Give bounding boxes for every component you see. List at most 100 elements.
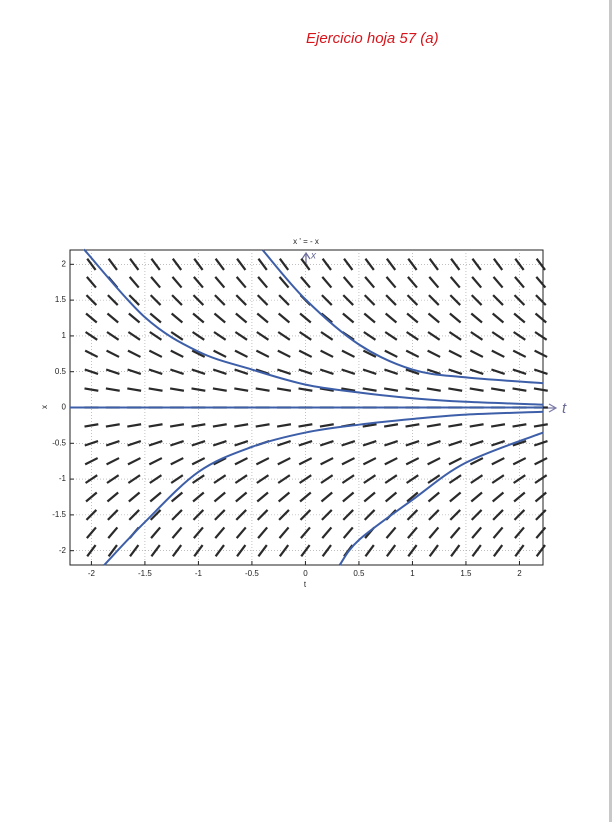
slope-segment [341, 368, 356, 375]
slope-segment [427, 331, 441, 341]
slope-segment [214, 294, 226, 306]
slope-segment [513, 509, 526, 521]
slope-segment [427, 349, 441, 358]
slope-segment [428, 258, 439, 271]
slope-segment [169, 387, 185, 392]
slope-segment [127, 423, 142, 428]
slope-segment [534, 474, 548, 484]
slope-segment [362, 423, 377, 428]
slope-segment [405, 423, 420, 428]
slope-segment [192, 491, 205, 503]
slope-segment [471, 276, 483, 289]
slope-segment [341, 349, 355, 358]
slope-segment [450, 258, 461, 271]
slope-segment [256, 509, 269, 521]
slope-segment [214, 526, 226, 539]
slope-segment [490, 387, 506, 392]
slope-segment [255, 423, 270, 428]
slope-segment [491, 457, 505, 466]
slope-segment [235, 276, 247, 289]
slope-segment [278, 294, 290, 306]
slope-segment [298, 349, 313, 358]
slope-segment [384, 457, 398, 466]
slope-segment [257, 276, 269, 289]
slope-segment [277, 368, 292, 375]
solution-curve [338, 431, 544, 566]
slope-segment [192, 509, 205, 521]
slope-segment [191, 349, 206, 358]
slope-segment [212, 368, 227, 375]
slope-segment [534, 457, 548, 466]
slope-segment [534, 491, 547, 503]
slope-segment [321, 294, 333, 306]
slope-segment [362, 387, 377, 392]
slope-segment [148, 423, 163, 428]
slope-segment [321, 526, 333, 539]
slope-segment [491, 349, 505, 358]
page-edge [609, 0, 612, 822]
slope-segment [319, 387, 334, 392]
slope-segment [193, 258, 204, 271]
slope-segment [191, 474, 205, 484]
x-annotation: x [310, 251, 317, 262]
slope-segment [256, 331, 270, 341]
slope-segment [406, 509, 419, 521]
slope-segment [469, 368, 484, 375]
slope-segment [363, 509, 376, 521]
slope-segment [105, 440, 120, 447]
slope-segment [300, 544, 311, 557]
slope-segment [471, 258, 482, 271]
slope-segment [343, 258, 354, 271]
slope-segment [235, 294, 247, 306]
slope-segment [106, 349, 120, 358]
slope-segment [320, 474, 334, 484]
slope-segment [234, 474, 248, 484]
slope-segment [86, 276, 97, 289]
slope-segment [278, 258, 290, 271]
slope-segment [86, 258, 97, 271]
slope-segment [84, 474, 98, 484]
slope-segment [384, 491, 398, 503]
slope-segment [492, 544, 504, 557]
slope-segment [492, 258, 504, 271]
slope-segment [150, 258, 161, 271]
slope-segment [127, 368, 142, 375]
slope-segment [319, 423, 334, 428]
slope-segment [213, 457, 227, 466]
slope-segment [513, 312, 526, 324]
slope-segment [385, 258, 397, 271]
slope-segment [469, 440, 484, 447]
slope-segment [448, 349, 462, 358]
slope-segment [277, 349, 291, 358]
slope-segment [407, 258, 418, 271]
slope-segment [170, 368, 185, 375]
slope-segment [170, 312, 184, 324]
slope-segment [128, 509, 140, 521]
slope-segment [427, 457, 441, 466]
slope-segment [319, 368, 334, 375]
slope-segment [149, 294, 162, 306]
slope-segment [448, 423, 463, 428]
slope-segment [193, 526, 204, 539]
slope-segment [471, 544, 482, 557]
slope-segment [277, 312, 291, 324]
slope-segment [128, 294, 140, 306]
heading: Ejercicio hoja 57 (a) [306, 30, 439, 47]
slope-segment [406, 491, 419, 503]
slope-segment [300, 258, 311, 271]
slope-segment [491, 331, 505, 341]
slope-segment [364, 544, 375, 557]
y-tick-label: -0.5 [52, 438, 66, 447]
slope-segment [383, 387, 399, 392]
slope-segment [129, 544, 140, 557]
slope-segment [191, 457, 206, 466]
slope-segment [127, 457, 141, 466]
slope-segment [469, 423, 484, 428]
slope-segment [234, 368, 249, 375]
y-tick-label: 2 [62, 259, 67, 268]
slope-segment [107, 509, 119, 521]
slope-segment [535, 509, 547, 521]
slope-segment [320, 331, 334, 341]
slope-segment [449, 276, 461, 289]
